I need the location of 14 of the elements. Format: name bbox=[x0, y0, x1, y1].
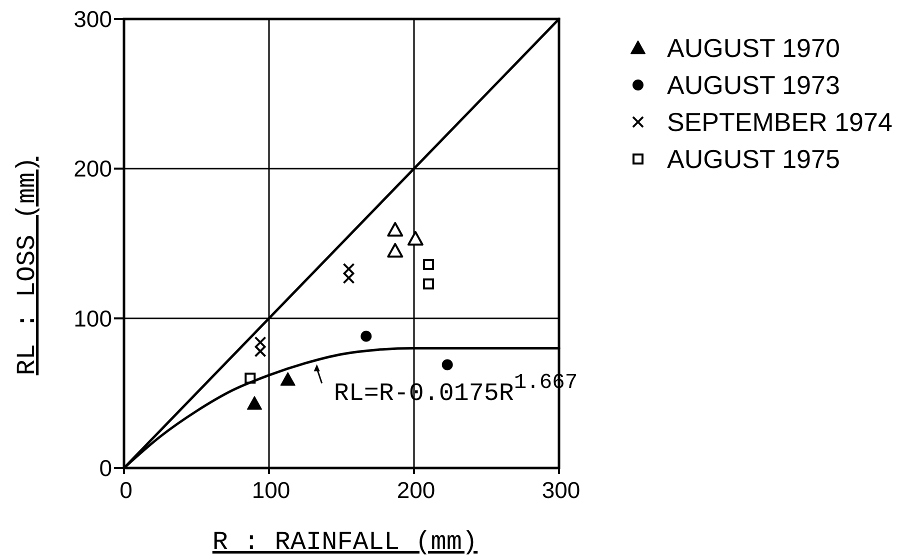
x-tick-label: 300 bbox=[542, 477, 580, 504]
legend-label: SEPTEMBER 1974 bbox=[667, 107, 892, 138]
y-tick-label: 200 bbox=[74, 156, 112, 182]
y-axis-title: RL : LOSS (mm) bbox=[12, 156, 42, 376]
x-axis-title: R : RAINFALL (mm) bbox=[212, 527, 478, 555]
y-tick-label: 300 bbox=[74, 6, 112, 32]
legend-label: AUGUST 1975 bbox=[667, 144, 840, 174]
y-tick-label: 0 bbox=[99, 455, 112, 482]
x-tick-label: 100 bbox=[252, 477, 290, 504]
x-tick-label: 0 bbox=[120, 477, 132, 504]
legend-label: AUGUST 1970 bbox=[667, 33, 840, 64]
x-tick-label: 200 bbox=[396, 477, 436, 504]
y-tick-label: 100 bbox=[74, 305, 112, 332]
legend-label: AUGUST 1973 bbox=[667, 70, 840, 100]
